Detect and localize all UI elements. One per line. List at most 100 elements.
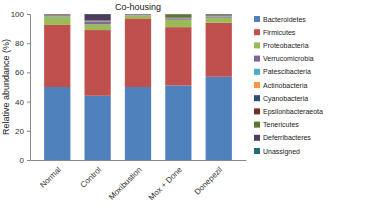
- y-tick: 80: [15, 39, 30, 48]
- bar-segment: [44, 17, 70, 25]
- bar-segment: [125, 15, 151, 18]
- y-tick-mark: [27, 102, 30, 103]
- bar-segment: [125, 14, 151, 15]
- bar-segment: [165, 19, 191, 21]
- bar-segment: [44, 15, 70, 16]
- legend-label: Verrucomicrobia: [263, 55, 314, 62]
- bar-segment: [165, 18, 191, 19]
- bar-segment: [206, 16, 232, 17]
- bar-segment: [85, 21, 111, 22]
- bar-segment: [165, 18, 191, 19]
- series-layer: [44, 14, 232, 21]
- bar-segment: [206, 16, 232, 17]
- x-tick-label: Mox + Done: [147, 165, 184, 202]
- bar-segment: [44, 14, 70, 16]
- bar-segment: [85, 22, 111, 24]
- legend-label: Patescibacteria: [263, 68, 311, 75]
- legend-item: Verrucomicrobia: [254, 55, 314, 62]
- bar-segment: [206, 18, 232, 23]
- legend-label: Bacteroidetes: [263, 16, 306, 23]
- legend-item: Proteobacteria: [254, 42, 309, 49]
- bar-segment: [85, 14, 111, 15]
- legend-swatch: [254, 135, 260, 141]
- legend-item: Bacteroidetes: [254, 16, 306, 23]
- bar-segment: [165, 27, 191, 85]
- series-layer: [44, 14, 232, 20]
- legend-label: Tenericutes: [263, 121, 299, 128]
- y-tick-mark: [27, 160, 30, 161]
- y-tick: 20: [15, 127, 30, 136]
- y-tick: 60: [15, 68, 30, 77]
- bar-segment: [125, 15, 151, 16]
- x-axis: Normal ControlMoxibustionMox + Done Donepe…: [31, 160, 247, 202]
- legend-label: Epsilonbacteraeota: [263, 108, 323, 116]
- legend-swatch: [254, 122, 260, 128]
- y-tick-mark: [27, 72, 30, 73]
- bar-segment: [125, 14, 151, 15]
- y-tick-mark: [27, 43, 30, 44]
- legend-swatch: [254, 108, 260, 114]
- x-axis-line: [31, 160, 247, 161]
- bar-segment: [85, 96, 111, 160]
- series-layer: [44, 15, 232, 30]
- bar-segment: [44, 14, 70, 15]
- bar-segment: [206, 15, 232, 16]
- title: Co-housing: [115, 2, 161, 12]
- legend-swatch: [254, 56, 260, 62]
- x-tick: Moxibustion: [107, 160, 144, 202]
- legend-swatch: [254, 69, 260, 75]
- bar-segment: [206, 77, 232, 160]
- bar-segment: [125, 15, 151, 16]
- legend: BacteroidetesFirmicutesProteobacteriaVer…: [254, 16, 323, 156]
- bar-segment: [206, 14, 232, 15]
- y-axis: 0 20 40 60 80 100: [11, 10, 31, 165]
- x-tick-label: Normal: [38, 165, 63, 190]
- legend-item: Epsilonbacteraeota: [254, 108, 323, 116]
- y-axis-line: [27, 15, 31, 161]
- bar-segment: [44, 25, 70, 87]
- x-tick-label: Donepezil: [193, 165, 225, 197]
- legend-item: Deferribacteres: [254, 134, 311, 141]
- y-tick: 0: [20, 156, 30, 165]
- bar-segment: [206, 15, 232, 16]
- bar-segment: [85, 24, 111, 30]
- legend-label: Cyanobacteria: [263, 95, 308, 103]
- series-layer: [44, 18, 232, 95]
- series-layer: [44, 77, 232, 160]
- bar-segment: [85, 21, 111, 22]
- bar-segment: [44, 87, 70, 160]
- bar-segment: [44, 15, 70, 16]
- legend-swatch: [254, 42, 260, 48]
- y-tick: 40: [15, 98, 30, 107]
- bar-segment: [206, 16, 232, 18]
- bar-segment: [165, 20, 191, 27]
- bar-segment: [165, 14, 191, 15]
- legend-item: Patescibacteria: [254, 68, 311, 75]
- legend-swatch: [254, 82, 260, 88]
- x-tick-label: Control: [79, 165, 104, 190]
- y-tick-mark: [27, 131, 30, 132]
- bar-segment: [125, 18, 151, 87]
- legend-item: Tenericutes: [254, 121, 299, 128]
- bar-segment: [165, 14, 191, 15]
- bar-segment: [125, 87, 151, 160]
- bars: [44, 14, 232, 160]
- bar-segment: [44, 14, 70, 15]
- y-tick: 100: [11, 10, 30, 19]
- y-axis-title: Relative abundance (%): [1, 39, 11, 135]
- bar-segment: [125, 14, 151, 15]
- bar-segment: [85, 20, 111, 21]
- series-layer: [44, 15, 232, 24]
- bar-segment: [206, 23, 232, 77]
- y-tick-label: 60: [15, 68, 24, 77]
- chart: 0 20 40 60 80 100 Normal ControlMoxibustionMox …: [0, 0, 374, 218]
- y-tick-label: 100: [11, 10, 25, 19]
- x-tick: Mox + Done: [147, 160, 184, 202]
- legend-swatch: [254, 29, 260, 35]
- x-tick: Donepezil: [193, 160, 225, 197]
- legend-label: Unassigned: [263, 148, 300, 156]
- bar-segment: [85, 21, 111, 22]
- bar-segment: [44, 16, 70, 17]
- bar-segment: [85, 14, 111, 20]
- series-layer: [44, 14, 232, 15]
